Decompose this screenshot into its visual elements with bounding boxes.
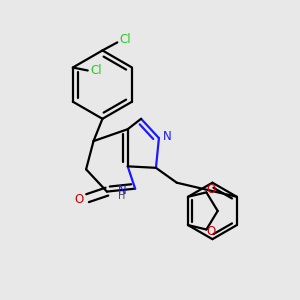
Text: N: N — [117, 184, 126, 196]
Text: Cl: Cl — [119, 33, 131, 46]
Text: O: O — [75, 193, 84, 206]
Text: Cl: Cl — [90, 64, 101, 77]
Text: N: N — [163, 130, 172, 143]
Text: O: O — [206, 225, 216, 239]
Text: O: O — [206, 184, 216, 196]
Text: H: H — [118, 191, 125, 201]
